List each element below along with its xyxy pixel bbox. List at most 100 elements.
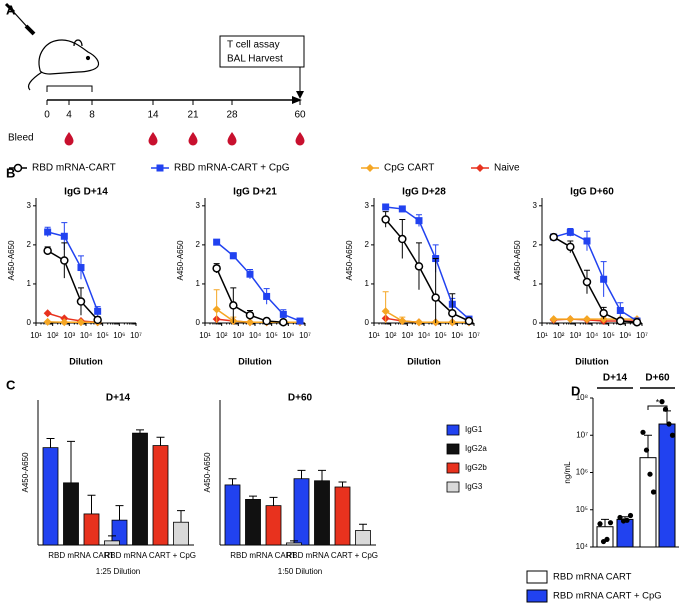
- marker: [600, 275, 608, 283]
- y-axis-label: A450-A650: [7, 240, 16, 281]
- legend-label: IgG1: [465, 425, 483, 434]
- x-tick-label: 10²: [385, 331, 397, 340]
- series-line: [553, 231, 638, 322]
- day-label: 14: [147, 110, 159, 121]
- timeline: T cell assay BAL Harvest Bleed: [8, 35, 305, 144]
- x-axis-label: 1:25 Dilution: [96, 567, 140, 576]
- marker: [43, 309, 52, 318]
- x-tick-label: 10³: [64, 331, 76, 340]
- marker: [632, 317, 642, 327]
- y-tick-label: 0: [365, 318, 370, 327]
- x-tick-label: RBD mRNA CART: [48, 551, 114, 560]
- x-tick-label: 10⁷: [636, 331, 648, 340]
- marker: [76, 318, 85, 327]
- marker: [616, 316, 625, 326]
- marker: [582, 315, 591, 324]
- x-tick-label: 10⁴: [80, 331, 93, 340]
- y-tick-label: 10⁶: [576, 468, 588, 477]
- series-line: [47, 312, 98, 323]
- x-tick-label: 10¹: [199, 331, 211, 340]
- data-point: [659, 399, 665, 405]
- x-tick-label: 10⁴: [586, 331, 599, 340]
- data-point: [597, 521, 603, 527]
- significance: *: [656, 397, 660, 407]
- x-tick-label: 10⁵: [603, 331, 615, 340]
- error-bar: [432, 258, 439, 323]
- bar: [658, 423, 676, 548]
- y-tick-label: 1: [27, 279, 32, 288]
- error-bar: [228, 478, 237, 485]
- x-tick-label: 10⁷: [130, 331, 142, 340]
- marker: [398, 234, 407, 244]
- legend-label: CpG CART: [384, 163, 434, 174]
- blood-drop: [227, 132, 237, 146]
- marker: [566, 315, 575, 324]
- marker: [44, 228, 52, 236]
- error-bar: [359, 523, 367, 531]
- arrowhead: [296, 91, 304, 99]
- marker: [263, 292, 271, 300]
- x-tick-label: 10⁷: [299, 331, 311, 340]
- data-point: [662, 406, 669, 412]
- bar: [596, 526, 614, 548]
- error-bar: [136, 429, 144, 434]
- day-label: 8: [89, 110, 95, 121]
- marker: [616, 307, 624, 314]
- legend-swatch: [446, 481, 460, 493]
- day-label: 60: [294, 110, 306, 121]
- error-bar: [177, 510, 185, 523]
- x-axis-label: 1:50 Dilution: [278, 567, 322, 576]
- marker: [476, 164, 484, 172]
- y-tick-label: 10⁷: [576, 430, 588, 439]
- box-text: BAL Harvest: [227, 54, 283, 65]
- x-tick-label: 10⁴: [418, 331, 431, 340]
- marker: [43, 317, 52, 326]
- x-axis-label: Dilution: [407, 356, 441, 366]
- marker: [381, 215, 390, 224]
- bar: [265, 505, 282, 546]
- group-label: D+60: [645, 373, 670, 384]
- chart-title: D+14: [106, 393, 131, 404]
- blood-drop: [64, 132, 74, 146]
- data-point: [607, 520, 614, 526]
- box: [219, 35, 305, 68]
- legend-label: IgG2a: [465, 444, 487, 453]
- x-tick-label: 10³: [233, 331, 245, 340]
- series-line: [385, 206, 470, 320]
- x-tick-label: 10⁶: [451, 331, 463, 340]
- x-tick-label: 10⁵: [435, 331, 447, 340]
- blood-drop: [188, 132, 198, 146]
- bar: [83, 513, 100, 546]
- series-line: [385, 218, 470, 322]
- marker: [414, 318, 423, 327]
- legend-label: IgG3: [465, 482, 483, 491]
- blood-drop: [295, 132, 305, 146]
- y-tick-label: 3: [196, 201, 201, 210]
- series-line: [553, 236, 638, 323]
- legend-label: RBD mRNA CART + CpG: [553, 591, 662, 602]
- x-axis-label: Dilution: [238, 356, 272, 366]
- error-bar: [644, 434, 652, 458]
- x-tick-label: 10²: [553, 331, 565, 340]
- marker: [229, 301, 238, 310]
- marker: [582, 277, 592, 287]
- series-line: [47, 250, 99, 321]
- x-tick-label: RBD mRNA CART: [230, 551, 296, 560]
- data-point: [650, 489, 657, 495]
- error-bar: [449, 293, 456, 323]
- marker: [246, 270, 254, 278]
- error-bar: [297, 469, 306, 479]
- x-tick-label: 10⁷: [468, 331, 480, 340]
- marker: [566, 228, 574, 236]
- marker: [60, 232, 68, 240]
- x-tick-label: 10³: [570, 331, 582, 340]
- day-label: 4: [66, 110, 72, 121]
- legend-swatch: [526, 589, 548, 603]
- y-tick-label: 10⁸: [576, 393, 588, 402]
- marker: [296, 317, 304, 325]
- panel-title: IgG D+60: [570, 187, 614, 198]
- y-axis-label: A450-A650: [21, 452, 30, 493]
- chart-title: D+60: [288, 393, 313, 404]
- x-tick-label: 10¹: [536, 331, 548, 340]
